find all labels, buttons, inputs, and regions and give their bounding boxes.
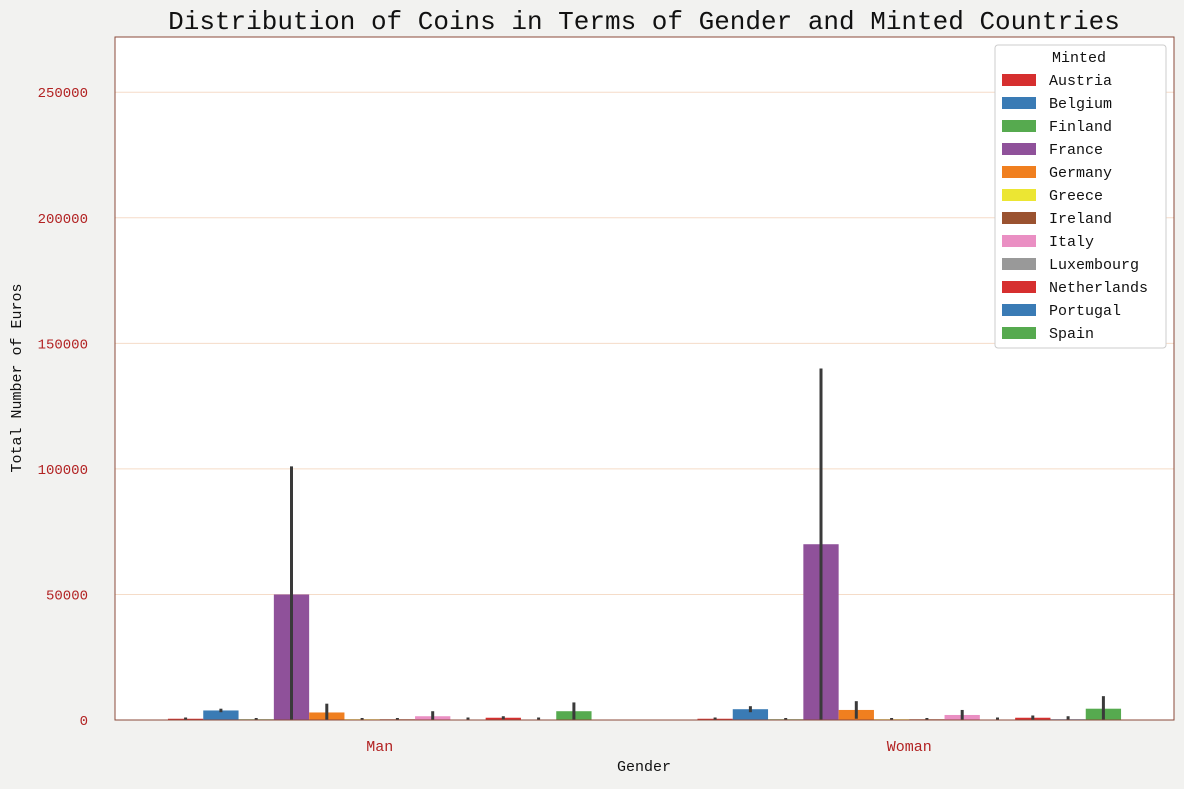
legend-label: Spain: [1049, 326, 1094, 343]
legend-label: Portugal: [1049, 303, 1121, 320]
y-tick-label: 0: [80, 714, 88, 730]
y-tick-label: 100000: [38, 463, 88, 479]
x-ticks-layer: Man Woman: [366, 739, 932, 756]
legend-label: Ireland: [1049, 211, 1112, 228]
legend-swatch: [1002, 235, 1036, 247]
legend-label: France: [1049, 142, 1103, 159]
y-ticks-layer: 0 50000 100000 150000 200000 250000: [38, 86, 88, 730]
legend-swatch: [1002, 212, 1036, 224]
legend-swatch: [1002, 258, 1036, 270]
legend-swatch: [1002, 304, 1036, 316]
legend-label: Germany: [1049, 165, 1112, 182]
legend-label: Austria: [1049, 73, 1112, 90]
legend-swatch: [1002, 74, 1036, 86]
y-tick-label: 250000: [38, 86, 88, 102]
x-axis-label: Gender: [617, 759, 671, 776]
legend-label: Netherlands: [1049, 280, 1148, 297]
legend-label: Greece: [1049, 188, 1103, 205]
legend-swatch: [1002, 143, 1036, 155]
y-tick-label: 150000: [38, 337, 88, 353]
legend-label: Finland: [1049, 119, 1112, 136]
legend-swatch: [1002, 327, 1036, 339]
y-tick-label: 200000: [38, 212, 88, 228]
chart-title: Distribution of Coins in Terms of Gender…: [168, 7, 1120, 37]
legend-swatch: [1002, 166, 1036, 178]
legend-swatch: [1002, 281, 1036, 293]
x-tick-label: Man: [366, 739, 393, 756]
legend-label: Luxembourg: [1049, 257, 1139, 274]
x-tick-label: Woman: [887, 739, 932, 756]
legend: Minted Austria Belgium Finland France German…: [995, 45, 1166, 348]
legend-swatch: [1002, 97, 1036, 109]
y-axis-label: Total Number of Euros: [9, 283, 26, 472]
legend-title: Minted: [1052, 50, 1106, 67]
legend-label: Belgium: [1049, 96, 1112, 113]
legend-swatch: [1002, 120, 1036, 132]
legend-label: Italy: [1049, 234, 1094, 251]
legend-swatch: [1002, 189, 1036, 201]
y-tick-label: 50000: [46, 588, 88, 604]
